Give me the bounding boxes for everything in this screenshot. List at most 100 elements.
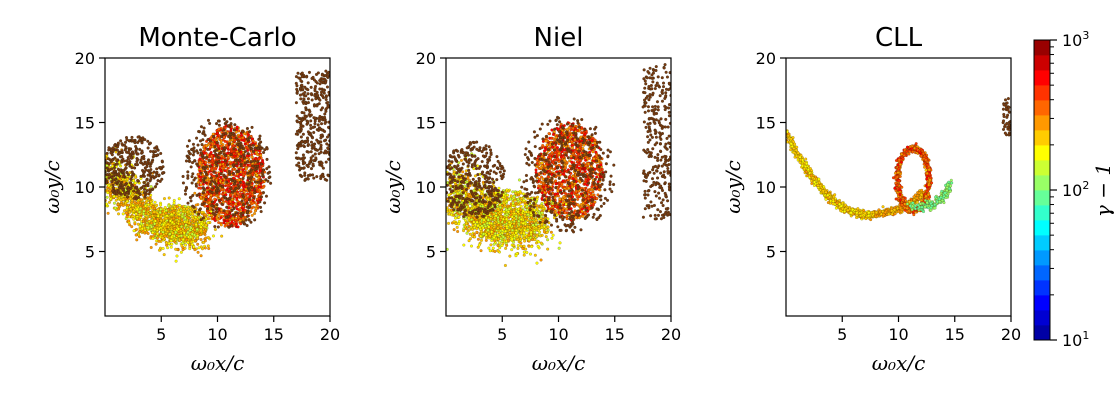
data-point (201, 191, 205, 195)
data-point (302, 97, 306, 101)
data-point (243, 222, 247, 226)
data-point (239, 155, 243, 159)
data-point (213, 145, 217, 149)
data-point (317, 117, 321, 121)
data-point (177, 219, 181, 223)
data-point (251, 139, 255, 143)
data-point (110, 180, 114, 184)
data-point (300, 71, 304, 75)
data-point (246, 142, 250, 146)
data-point (238, 158, 242, 162)
data-point (213, 213, 217, 217)
data-point (267, 165, 271, 169)
data-point (203, 148, 207, 152)
data-point (156, 232, 160, 236)
data-point (210, 200, 214, 204)
data-point (256, 180, 260, 184)
data-point (122, 169, 126, 173)
data-point (230, 190, 234, 194)
data-point (294, 101, 298, 105)
data-point (187, 156, 191, 161)
data-point (149, 221, 153, 225)
data-point (130, 184, 134, 188)
data-point (191, 216, 195, 220)
data-point (145, 178, 149, 182)
data-point (125, 199, 129, 203)
data-point (186, 230, 190, 235)
data-point (575, 160, 579, 164)
data-point (130, 166, 134, 170)
data-point (230, 208, 234, 212)
data-point (303, 115, 307, 119)
data-point (120, 180, 124, 184)
data-point (233, 192, 237, 196)
data-point (215, 140, 219, 144)
data-point (202, 166, 206, 170)
data-point (155, 226, 159, 230)
data-point (135, 163, 139, 167)
data-point (252, 159, 257, 163)
data-point (323, 121, 327, 125)
data-point (325, 106, 329, 110)
data-point (232, 182, 236, 186)
data-point (316, 123, 320, 127)
data-point (309, 140, 314, 144)
data-point (117, 212, 121, 216)
data-point (309, 119, 313, 123)
data-point (325, 85, 329, 89)
data-point (314, 97, 318, 101)
data-point (216, 225, 220, 229)
data-point (245, 210, 250, 214)
data-point (312, 176, 316, 180)
data-point (226, 183, 230, 187)
data-point (310, 98, 314, 102)
data-point (155, 182, 159, 186)
data-point (213, 180, 217, 184)
data-point (177, 212, 181, 217)
data-point (128, 154, 132, 158)
data-point (213, 225, 217, 229)
data-point (208, 145, 212, 149)
data-point (302, 111, 306, 115)
data-point (217, 181, 221, 185)
data-point (175, 254, 179, 258)
data-point (313, 87, 317, 91)
data-point (237, 178, 241, 182)
data-point (179, 250, 183, 254)
data-point (245, 192, 249, 196)
data-point (238, 219, 242, 223)
data-point (191, 153, 195, 157)
data-point (304, 177, 308, 181)
data-point (198, 207, 202, 211)
data-point (217, 123, 221, 127)
data-point (228, 172, 232, 176)
data-point (249, 160, 253, 164)
data-point (161, 246, 165, 250)
data-point (167, 196, 171, 200)
data-point (218, 198, 222, 202)
data-point (317, 160, 321, 164)
data-point (177, 197, 181, 201)
data-point (186, 201, 190, 205)
data-point (220, 135, 224, 139)
data-point (233, 158, 237, 162)
data-point (184, 159, 188, 163)
data-point (309, 126, 313, 130)
data-point (241, 216, 245, 220)
data-point (259, 195, 263, 199)
data-point (324, 97, 328, 102)
data-point (135, 238, 139, 242)
data-point (298, 167, 302, 171)
data-point (254, 151, 258, 155)
data-point (196, 242, 200, 246)
data-point (165, 214, 169, 218)
data-point (231, 163, 235, 167)
data-point (196, 164, 200, 168)
data-point (137, 139, 141, 143)
data-point (199, 186, 203, 190)
data-point (148, 141, 152, 145)
data-point (196, 151, 200, 155)
data-point (225, 180, 229, 184)
data-point (323, 177, 327, 181)
data-point (202, 201, 206, 205)
